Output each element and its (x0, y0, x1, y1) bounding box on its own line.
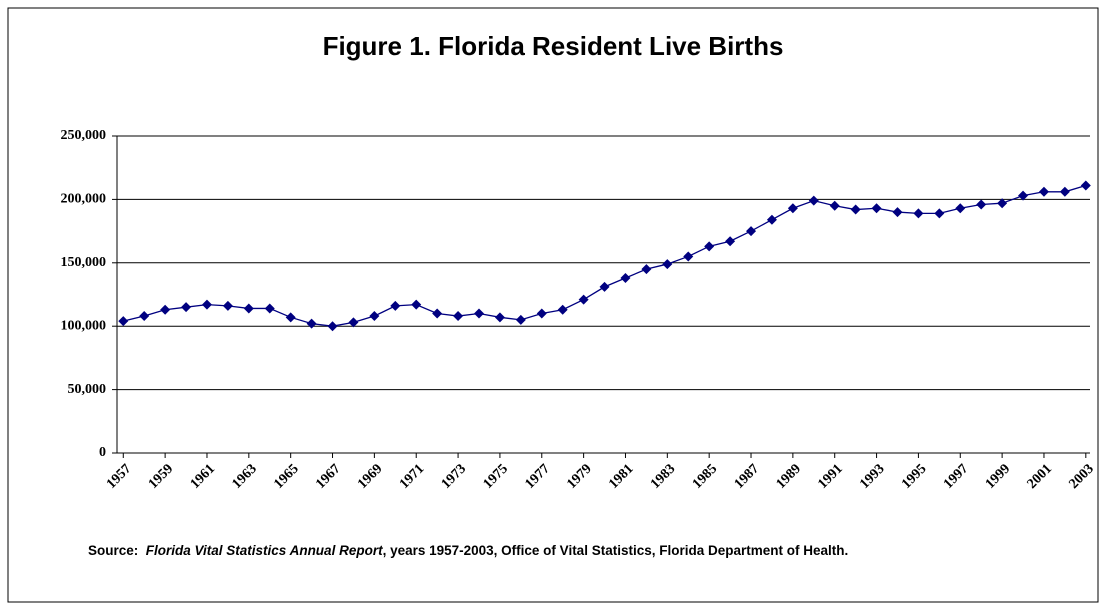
data-point (369, 311, 380, 322)
data-point (955, 203, 966, 214)
data-point (829, 200, 840, 211)
data-point (787, 203, 798, 214)
data-point (934, 208, 945, 219)
data-point (181, 302, 192, 313)
note-title: Florida Vital Statistics Annual Report (145, 543, 383, 558)
data-point (1038, 186, 1049, 197)
data-point (850, 204, 861, 215)
chart-frame (7, 7, 1099, 603)
note-prefix: Source: (88, 543, 139, 558)
data-point (662, 259, 673, 270)
data-point (725, 236, 736, 247)
source-note: Source: Florida Vital Statistics Annual … (88, 538, 948, 564)
data-point (997, 198, 1008, 209)
y-tick-label: 200,000 (61, 192, 107, 207)
data-point (348, 317, 359, 328)
y-tick-label: 150,000 (61, 255, 107, 270)
data-point (515, 314, 526, 325)
y-tick-label: 100,000 (61, 318, 107, 333)
data-point (746, 226, 757, 237)
data-point (892, 207, 903, 218)
y-tick-label: 0 (99, 445, 106, 460)
chart-title: Figure 1. Florida Resident Live Births (323, 31, 784, 61)
data-point (704, 241, 715, 252)
data-point (327, 321, 338, 332)
y-tick-label: 50,000 (68, 382, 107, 397)
data-point (201, 299, 212, 310)
data-point (453, 311, 464, 322)
data-point (160, 304, 171, 315)
data-point (683, 251, 694, 262)
data-point (557, 304, 568, 315)
data-point (494, 312, 505, 323)
data-point (139, 311, 150, 322)
data-point (285, 312, 296, 323)
data-point (976, 199, 987, 210)
data-point (222, 300, 233, 311)
data-point (913, 208, 924, 219)
data-point (264, 303, 275, 314)
data-point (432, 308, 443, 319)
data-point (766, 214, 777, 225)
data-point (1080, 180, 1091, 191)
data-point (390, 300, 401, 311)
y-tick-label: 250,000 (61, 128, 107, 143)
data-point (306, 318, 317, 329)
data-point (641, 264, 652, 275)
data-point (473, 308, 484, 319)
data-point (1059, 186, 1070, 197)
data-point (808, 195, 819, 206)
data-point (536, 308, 547, 319)
data-point (243, 303, 254, 314)
data-point (620, 273, 631, 284)
data-point (118, 316, 129, 327)
data-point (871, 203, 882, 214)
note-text: , years 1957-2003, Office of Vital Stati… (382, 543, 849, 558)
data-point (599, 281, 610, 292)
data-point (1018, 190, 1029, 201)
data-point (578, 294, 589, 305)
data-point (411, 299, 422, 310)
